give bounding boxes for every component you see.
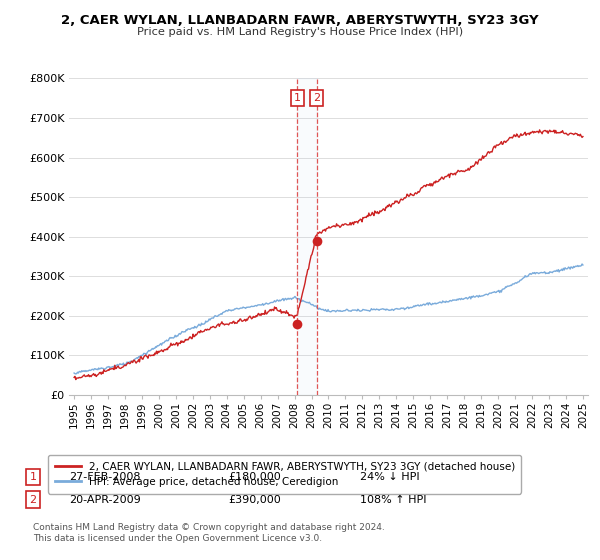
Text: 20-APR-2009: 20-APR-2009	[69, 494, 141, 505]
Text: 1: 1	[29, 472, 37, 482]
Text: £390,000: £390,000	[228, 494, 281, 505]
Text: 2: 2	[29, 494, 37, 505]
Text: £180,000: £180,000	[228, 472, 281, 482]
Text: 24% ↓ HPI: 24% ↓ HPI	[360, 472, 419, 482]
Text: This data is licensed under the Open Government Licence v3.0.: This data is licensed under the Open Gov…	[33, 534, 322, 543]
Text: 1: 1	[293, 92, 301, 102]
Text: 2: 2	[313, 92, 320, 102]
Text: Price paid vs. HM Land Registry's House Price Index (HPI): Price paid vs. HM Land Registry's House …	[137, 27, 463, 37]
Text: 2, CAER WYLAN, LLANBADARN FAWR, ABERYSTWYTH, SY23 3GY: 2, CAER WYLAN, LLANBADARN FAWR, ABERYSTW…	[61, 14, 539, 27]
Bar	[297, 78, 317, 395]
Text: 27-FEB-2008: 27-FEB-2008	[69, 472, 140, 482]
Text: Contains HM Land Registry data © Crown copyright and database right 2024.: Contains HM Land Registry data © Crown c…	[33, 523, 385, 532]
Text: 108% ↑ HPI: 108% ↑ HPI	[360, 494, 427, 505]
Legend: 2, CAER WYLAN, LLANBADARN FAWR, ABERYSTWYTH, SY23 3GY (detached house), HPI: Ave: 2, CAER WYLAN, LLANBADARN FAWR, ABERYSTW…	[48, 455, 521, 493]
